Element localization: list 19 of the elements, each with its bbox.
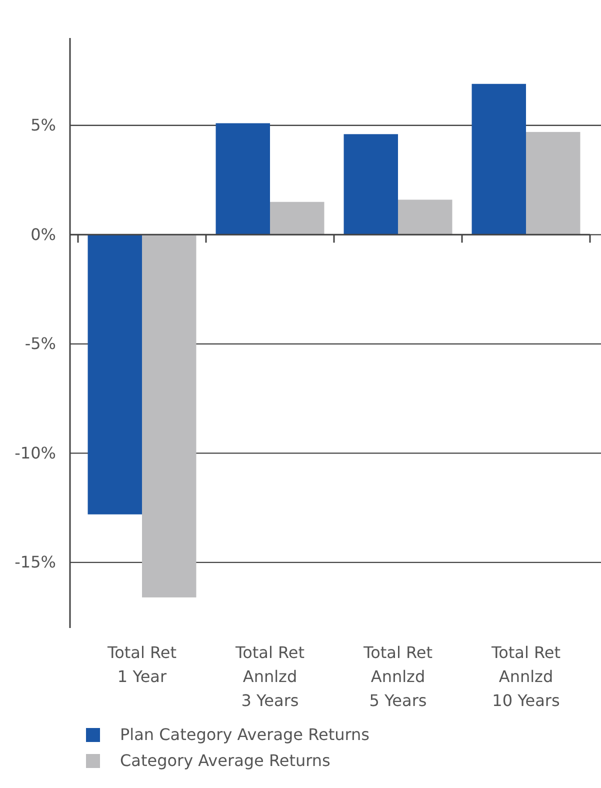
y-tick-label: -5% xyxy=(24,334,56,354)
bar xyxy=(472,84,526,235)
legend-label: Category Average Returns xyxy=(120,751,330,770)
bar xyxy=(270,202,324,235)
x-tick-label: Total Ret Annlzd 10 Years xyxy=(490,643,560,710)
bar xyxy=(142,234,196,598)
bar xyxy=(344,134,398,235)
x-tick-label: Total Ret 1 Year xyxy=(106,643,176,686)
bar xyxy=(216,123,270,235)
y-tick-label: -15% xyxy=(14,552,56,572)
x-tick-label: Total Ret Annlzd 3 Years xyxy=(234,643,304,710)
bar xyxy=(526,132,580,235)
bar xyxy=(398,200,452,235)
bar xyxy=(88,234,142,514)
y-tick-label: -10% xyxy=(14,443,56,462)
x-tick-label: Total Ret Annlzd 5 Years xyxy=(362,643,432,710)
y-tick-label: 0% xyxy=(30,224,56,244)
legend-label: Plan Category Average Returns xyxy=(120,725,370,744)
y-tick-label: 5% xyxy=(30,116,56,135)
